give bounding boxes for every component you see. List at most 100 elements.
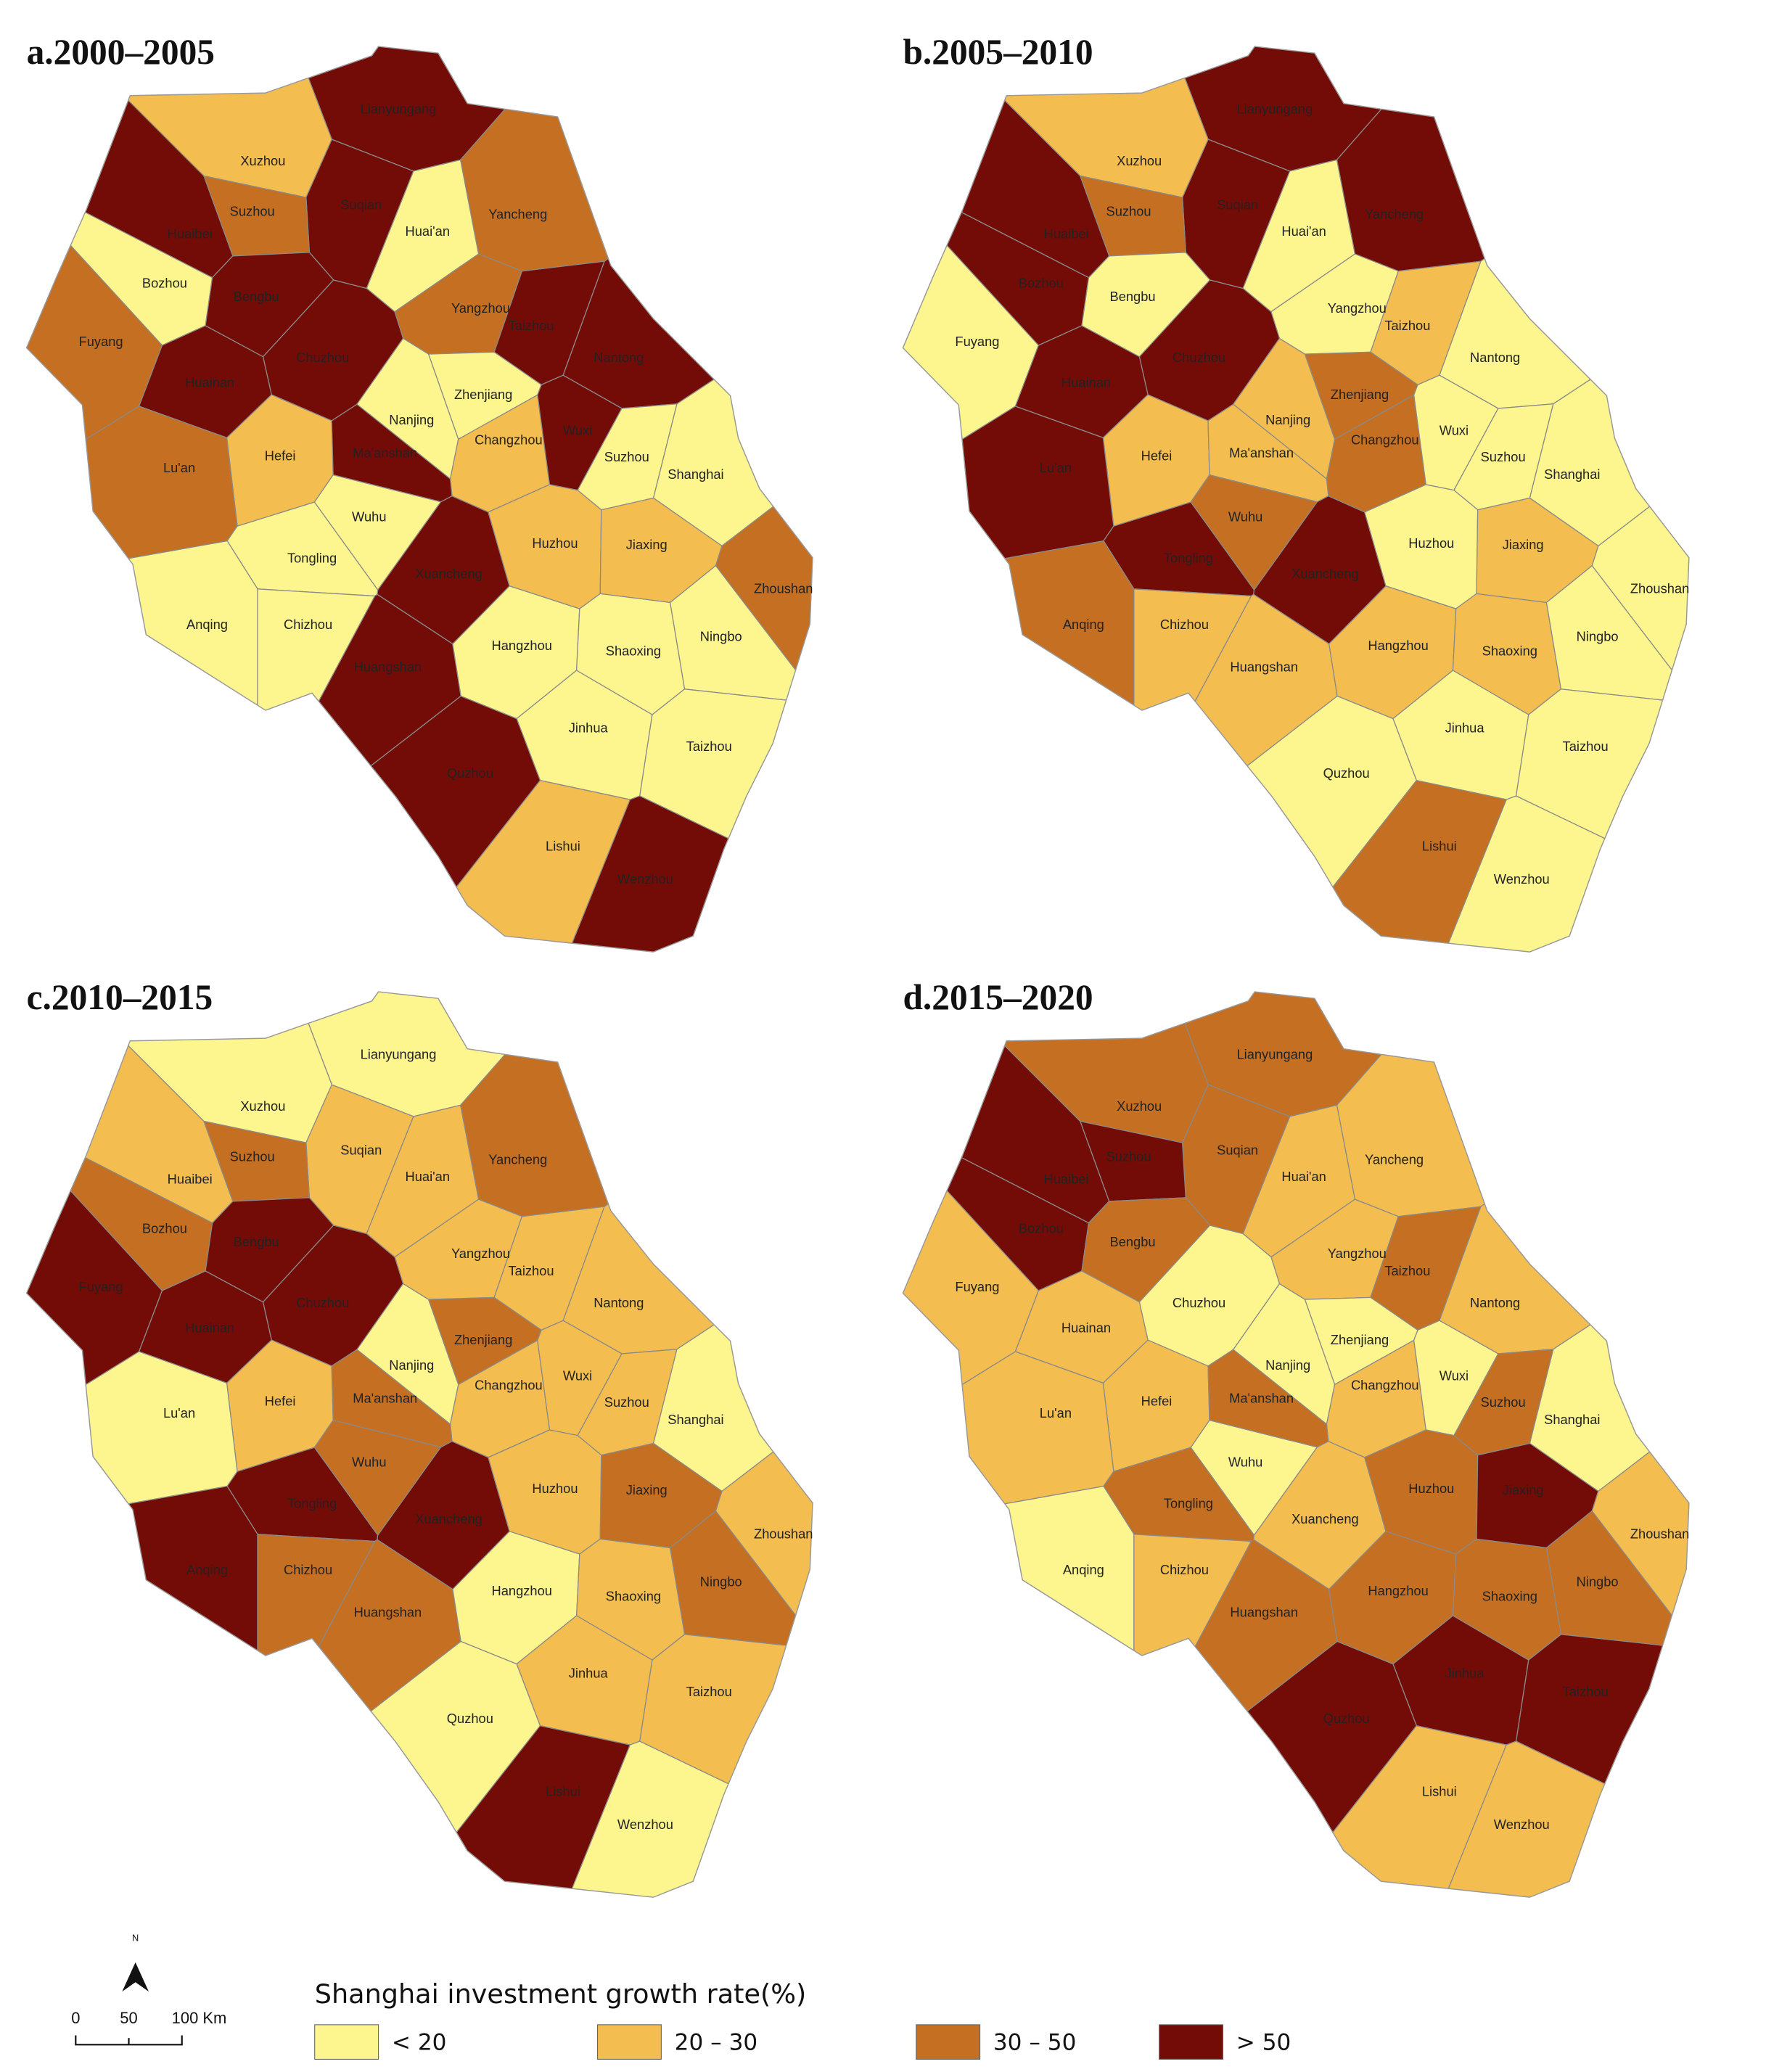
city-label: Fuyang — [79, 1279, 123, 1294]
region — [652, 280, 813, 547]
city-label: Lu'an — [1040, 460, 1072, 475]
city-label: Zhenjiang — [1331, 387, 1389, 402]
city-label: Suzhou — [1106, 1149, 1151, 1164]
city-label: Fuyang — [79, 334, 123, 349]
city-label: Zhoushan — [1630, 1526, 1689, 1541]
city-label: Huangshan — [1230, 659, 1298, 674]
city-label: Huangshan — [354, 659, 422, 674]
city-label: Taizhou — [508, 318, 554, 333]
city-label: Changzhou — [475, 1377, 543, 1392]
city-label: Lishui — [546, 838, 580, 853]
city-label: Huzhou — [532, 535, 578, 551]
city-label: Bozhou — [1019, 275, 1064, 290]
city-label: Xuancheng — [415, 1511, 482, 1526]
city-label: Hefei — [1141, 1393, 1172, 1408]
city-label: Suzhou — [230, 204, 275, 219]
city-label: Ningbo — [700, 628, 742, 644]
city-label: Suzhou — [1481, 1394, 1526, 1410]
city-label: Tongling — [1164, 1495, 1213, 1510]
city-label: Ningbo — [1577, 628, 1619, 644]
map-panel: a.2000–2005 Lianyungang Xuzhou Suqian Suzhou… — [25, 32, 813, 953]
region-group — [26, 992, 813, 1898]
region-group — [26, 46, 813, 953]
city-label: Chizhou — [284, 617, 332, 632]
city-label: Quzhou — [447, 765, 493, 781]
city-label: Bengbu — [234, 289, 279, 304]
city-label: Hefei — [1141, 448, 1172, 463]
legend-label: 20 – 30 — [675, 2029, 758, 2055]
city-label: Lianyungang — [1236, 1047, 1313, 1062]
city-label: Jinhua — [569, 720, 609, 736]
city-label: Shanghai — [668, 1412, 723, 1427]
city-label: Xuancheng — [1291, 1511, 1359, 1526]
region-outline — [902, 46, 1690, 953]
city-label: Hangzhou — [1368, 638, 1428, 653]
city-label: Ningbo — [1577, 1574, 1619, 1589]
city-label: Yangzhou — [451, 1246, 510, 1261]
city-label: Chuzhou — [1172, 350, 1225, 365]
city-label: Bozhou — [1019, 1220, 1064, 1236]
legend-swatch — [1159, 2024, 1224, 2060]
panel-title: c.2010–2015 — [27, 977, 213, 1017]
city-label: Tongling — [287, 550, 337, 565]
city-label: Lishui — [1422, 1783, 1457, 1798]
city-label: Suzhou — [604, 449, 649, 464]
city-label: Changzhou — [475, 432, 543, 447]
city-label: Bengbu — [234, 1234, 279, 1249]
city-label: Huainan — [1061, 1320, 1111, 1336]
scale-bar — [75, 2035, 183, 2046]
city-label: Wuhu — [1228, 509, 1262, 525]
city-label: Shaoxing — [1482, 1588, 1537, 1603]
city-label: Nanjing — [389, 1357, 434, 1373]
city-label: Huai'an — [406, 223, 450, 239]
region — [652, 1225, 813, 1492]
city-label: Jiaxing — [1503, 537, 1544, 552]
city-label: Hefei — [265, 448, 296, 463]
city-label: Zhenjiang — [1331, 1332, 1389, 1347]
city-label: Shanghai — [668, 466, 723, 482]
city-label: Hefei — [265, 1393, 296, 1408]
city-label: Anqing — [186, 1562, 228, 1577]
city-label: Yangzhou — [1328, 1246, 1387, 1261]
city-label: Zhoushan — [1630, 580, 1689, 596]
legend-swatch — [314, 2024, 379, 2060]
city-label: Nanjing — [1265, 412, 1310, 427]
city-label: Yancheng — [1365, 1151, 1424, 1167]
city-label: Yancheng — [488, 1151, 547, 1167]
city-label: Fuyang — [955, 1279, 999, 1294]
city-label: Zhoushan — [754, 1526, 813, 1541]
region-group — [903, 992, 1689, 1898]
region — [1336, 992, 1689, 1217]
city-label: Taizhou — [686, 739, 732, 754]
city-label: Taizhou — [1384, 1263, 1430, 1278]
city-label: Nantong — [594, 350, 644, 365]
city-label: Huaibei — [168, 226, 213, 242]
city-label: Jiaxing — [1503, 1482, 1544, 1497]
city-label: Zhenjiang — [454, 387, 512, 402]
city-label: Huainan — [185, 1320, 234, 1336]
city-label: Chizhou — [284, 1562, 332, 1577]
city-label: Suzhou — [230, 1149, 275, 1164]
city-label: Wuhu — [1228, 1455, 1262, 1470]
city-label: Chuzhou — [296, 1295, 349, 1310]
city-label: Lishui — [1422, 838, 1457, 853]
city-label: Tongling — [1164, 550, 1213, 565]
city-label: Wuxi — [563, 1368, 592, 1384]
city-label: Anqing — [186, 617, 228, 632]
city-label: Anqing — [1063, 617, 1104, 632]
city-label: Ma'anshan — [353, 1391, 417, 1406]
region — [1529, 280, 1689, 547]
city-label: Nantong — [1470, 1295, 1520, 1310]
city-label: Wenzhou — [617, 1817, 673, 1832]
city-label: Bengbu — [1110, 1234, 1156, 1249]
city-label: Wuxi — [563, 423, 592, 438]
region — [903, 1485, 1135, 1898]
city-label: Bozhou — [142, 275, 187, 290]
map-panel: b.2005–2010 Lianyungang Xuzhou Suqian Suzhou… — [902, 32, 1690, 953]
city-label: Jinhua — [1445, 720, 1485, 736]
region-outline — [902, 991, 1690, 1898]
legend-label: < 20 — [392, 2029, 447, 2055]
city-label: Huai'an — [1281, 1169, 1326, 1184]
city-label: Jinhua — [569, 1666, 609, 1681]
city-label: Xuzhou — [240, 153, 285, 168]
